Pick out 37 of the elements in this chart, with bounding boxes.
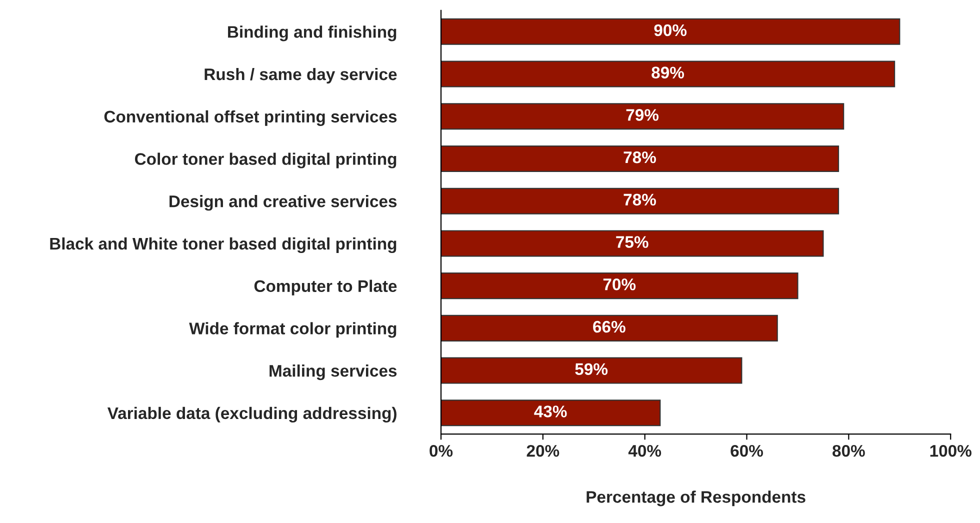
x-tick-label: 0% [430,444,453,457]
data-label: 89% [652,66,684,78]
bar [441,314,778,342]
y-tick-label: Binding and finishing [228,26,396,42]
bar [441,357,742,384]
bar [441,145,840,172]
x-tick-label: 40% [628,444,662,457]
data-label: 79% [626,109,659,121]
bar [441,103,844,130]
y-tick-label: Wide format color printing [189,322,396,338]
data-label: 78% [624,194,656,206]
data-label: 75% [616,236,648,248]
y-tick-label: Color toner based digital printing [134,152,396,168]
x-tick-label: 80% [832,444,865,457]
y-tick-label: Conventional offset printing services [104,110,397,126]
data-label: 66% [593,320,626,333]
y-tick-label: Mailing services [270,364,397,380]
bar [441,18,900,45]
x-tick-label: 60% [730,444,763,457]
bar [441,230,824,257]
data-label: 78% [624,151,656,164]
x-tick-label: 20% [526,444,560,457]
bar [441,60,896,88]
data-label: 59% [575,363,608,376]
y-tick-label: Design and creative services [170,195,397,211]
y-tick-label: Variable data (excluding addressing) [107,406,396,422]
y-tick-label: Black and White toner based digital printing [50,237,396,254]
data-label: 70% [603,278,636,290]
y-tick-label: Rush / same day service [204,68,397,84]
data-label: 90% [654,24,687,36]
x-axis-title: Percentage of Respondents [586,490,806,506]
bar [441,188,840,214]
y-tick-label: Computer to Plate [254,280,397,296]
bar [441,400,661,426]
data-label: 43% [534,406,567,418]
bar [441,272,798,300]
x-tick-label: 100% [930,444,972,457]
